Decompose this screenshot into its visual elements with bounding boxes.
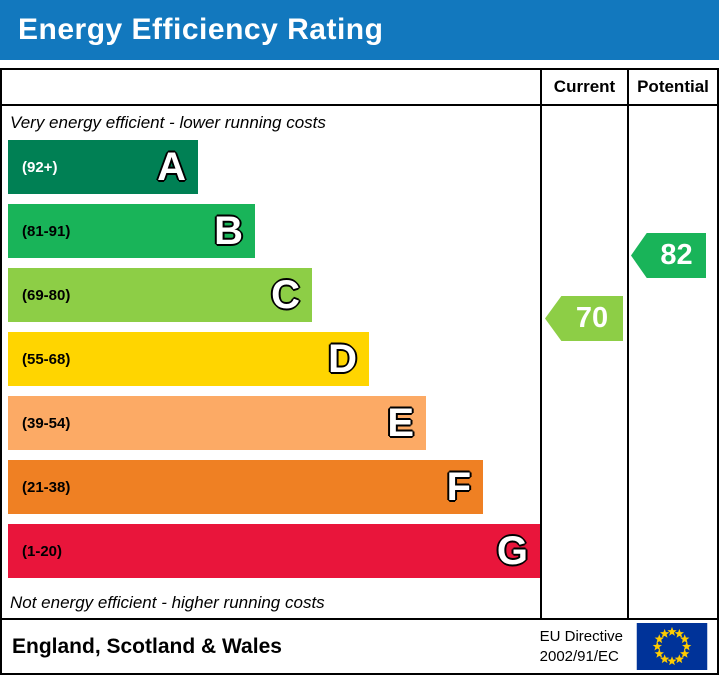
page-title: Energy Efficiency Rating xyxy=(18,13,384,46)
potential-rating-value: 82 xyxy=(660,239,693,271)
band-letter: G xyxy=(496,529,528,573)
band-row: (1-20) G xyxy=(8,524,540,588)
band-range-label: (69-80) xyxy=(22,286,71,304)
band-row: (21-38) F xyxy=(8,460,540,524)
band-letter: B xyxy=(214,209,243,253)
band-letter: D xyxy=(328,337,357,381)
eu-directive-line2: 2002/91/EC xyxy=(539,647,619,665)
band-range-label: (39-54) xyxy=(22,414,71,432)
band-bar-a: (92+) A xyxy=(8,140,198,194)
current-rating-pointer: 70 xyxy=(545,296,623,341)
footer: England, Scotland & Wales EU Directive 2… xyxy=(0,620,719,675)
potential-column-header: Potential xyxy=(627,70,717,106)
potential-rating-pointer: 82 xyxy=(631,233,706,278)
eu-directive-label: EU Directive 2002/91/EC xyxy=(540,627,623,666)
band-range-label: (55-68) xyxy=(22,350,71,368)
eu-directive-line1: EU Directive xyxy=(539,628,623,645)
eu-flag-icon xyxy=(636,623,708,670)
band-letter: A xyxy=(157,145,186,189)
band-letter: E xyxy=(387,401,414,445)
band-list: (92+) A (81-91) B (69-80) C xyxy=(2,140,540,588)
band-bar-d: (55-68) D xyxy=(8,332,369,386)
region-label: England, Scotland & Wales xyxy=(12,634,282,658)
band-row: (69-80) C xyxy=(8,268,540,332)
band-range-label: (81-91) xyxy=(22,222,71,240)
band-row: (92+) A xyxy=(8,140,540,204)
band-row: (55-68) D xyxy=(8,332,540,396)
main-column-header xyxy=(2,70,540,106)
band-letter: F xyxy=(446,465,471,509)
bottom-note: Not energy efficient - higher running co… xyxy=(10,593,325,612)
top-note: Very energy efficient - lower running co… xyxy=(10,113,326,132)
band-bar-e: (39-54) E xyxy=(8,396,426,450)
current-column-header: Current xyxy=(540,70,627,106)
band-row: (39-54) E xyxy=(8,396,540,460)
band-bar-c: (69-80) C xyxy=(8,268,312,322)
current-rating-value: 70 xyxy=(575,302,609,334)
band-letter: C xyxy=(271,273,300,317)
band-bar-g: (1-20) G xyxy=(8,524,540,578)
chart-title-bar: Energy Efficiency Rating xyxy=(0,0,719,60)
band-bar-f: (21-38) F xyxy=(8,460,483,514)
bands-column: Very energy efficient - lower running co… xyxy=(2,106,540,618)
potential-rating-column: 82 xyxy=(627,106,717,618)
current-rating-column: 70 xyxy=(540,106,627,618)
band-range-label: (1-20) xyxy=(22,542,63,560)
band-range-label: (21-38) xyxy=(22,478,71,496)
band-range-label: (92+) xyxy=(22,158,58,176)
energy-efficiency-chart: Current Potential Very energy efficient … xyxy=(0,68,719,620)
band-row: (81-91) B xyxy=(8,204,540,268)
band-bar-b: (81-91) B xyxy=(8,204,255,258)
